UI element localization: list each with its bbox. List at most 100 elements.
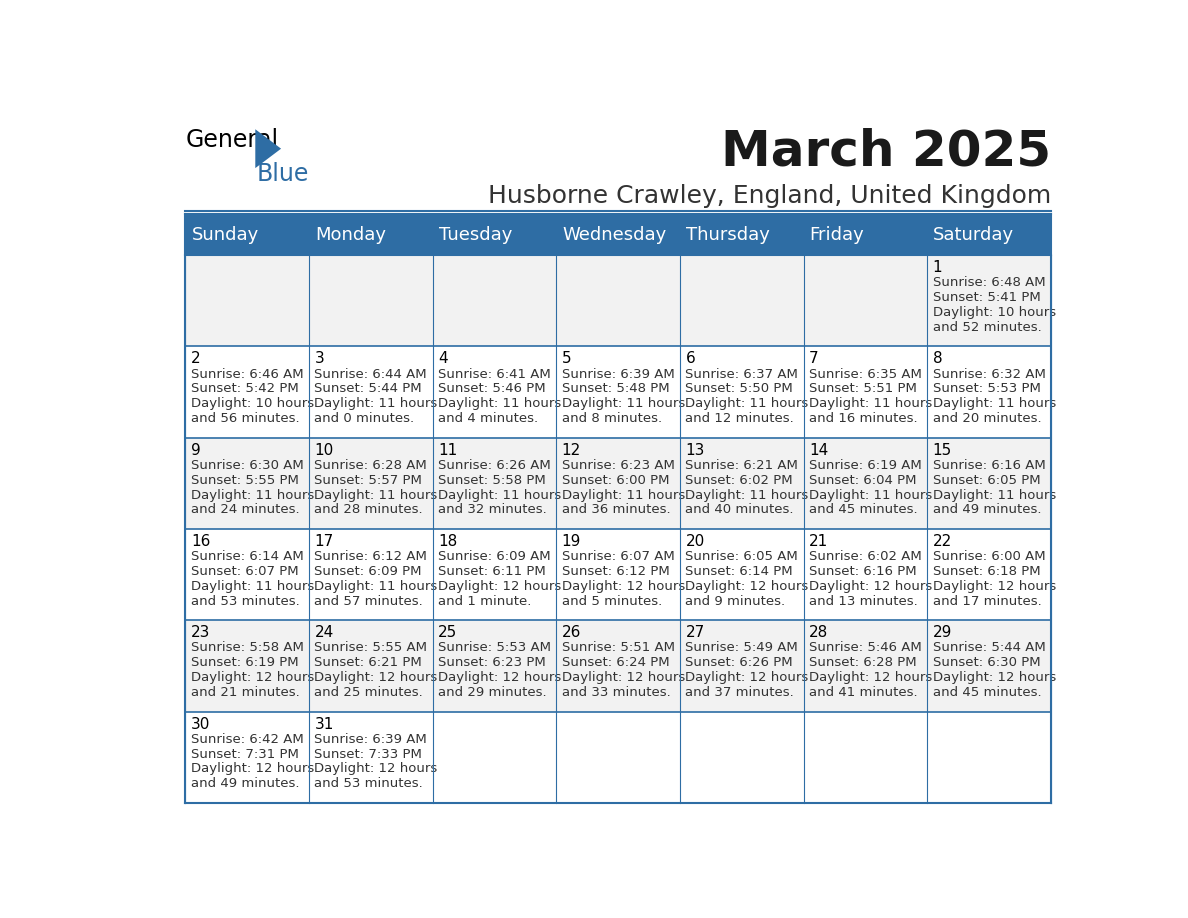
Text: and 40 minutes.: and 40 minutes. — [685, 503, 794, 517]
Text: 1: 1 — [933, 260, 942, 275]
FancyBboxPatch shape — [803, 438, 927, 529]
Text: Daylight: 12 hours: Daylight: 12 hours — [315, 671, 437, 684]
Text: 12: 12 — [562, 442, 581, 457]
Text: and 1 minute.: and 1 minute. — [438, 595, 531, 608]
FancyBboxPatch shape — [927, 621, 1051, 711]
Text: Sunset: 5:51 PM: Sunset: 5:51 PM — [809, 383, 917, 396]
Text: Sunrise: 6:02 AM: Sunrise: 6:02 AM — [809, 550, 922, 563]
Text: Sunrise: 6:37 AM: Sunrise: 6:37 AM — [685, 367, 798, 381]
Text: Sunset: 6:19 PM: Sunset: 6:19 PM — [191, 656, 298, 669]
Text: 10: 10 — [315, 442, 334, 457]
Text: Sunrise: 6:41 AM: Sunrise: 6:41 AM — [438, 367, 551, 381]
Text: Daylight: 11 hours: Daylight: 11 hours — [315, 488, 437, 501]
Text: Sunrise: 6:48 AM: Sunrise: 6:48 AM — [933, 276, 1045, 289]
Text: and 36 minutes.: and 36 minutes. — [562, 503, 670, 517]
FancyBboxPatch shape — [927, 711, 1051, 803]
Text: 27: 27 — [685, 625, 704, 640]
Text: Sunrise: 6:42 AM: Sunrise: 6:42 AM — [191, 733, 304, 745]
FancyBboxPatch shape — [680, 214, 803, 255]
FancyBboxPatch shape — [309, 214, 432, 255]
Text: Tuesday: Tuesday — [438, 226, 512, 243]
Text: Daylight: 12 hours: Daylight: 12 hours — [315, 763, 437, 776]
Text: Daylight: 12 hours: Daylight: 12 hours — [809, 671, 933, 684]
Text: Daylight: 11 hours: Daylight: 11 hours — [562, 397, 685, 410]
Text: March 2025: March 2025 — [721, 128, 1051, 176]
Text: Sunrise: 6:07 AM: Sunrise: 6:07 AM — [562, 550, 675, 563]
Text: Sunrise: 6:12 AM: Sunrise: 6:12 AM — [315, 550, 428, 563]
FancyBboxPatch shape — [556, 438, 680, 529]
Text: Daylight: 12 hours: Daylight: 12 hours — [191, 671, 314, 684]
Text: Sunset: 6:02 PM: Sunset: 6:02 PM — [685, 474, 794, 487]
Text: Sunrise: 6:46 AM: Sunrise: 6:46 AM — [191, 367, 303, 381]
Text: Husborne Crawley, England, United Kingdom: Husborne Crawley, England, United Kingdo… — [487, 185, 1051, 208]
Text: Sunrise: 6:30 AM: Sunrise: 6:30 AM — [191, 459, 304, 472]
FancyBboxPatch shape — [556, 214, 680, 255]
Text: Sunset: 6:05 PM: Sunset: 6:05 PM — [933, 474, 1041, 487]
FancyBboxPatch shape — [309, 438, 432, 529]
Text: 9: 9 — [191, 442, 201, 457]
FancyBboxPatch shape — [432, 255, 556, 346]
Text: Sunset: 5:48 PM: Sunset: 5:48 PM — [562, 383, 669, 396]
FancyBboxPatch shape — [927, 529, 1051, 621]
FancyBboxPatch shape — [556, 255, 680, 346]
Text: Daylight: 11 hours: Daylight: 11 hours — [438, 397, 562, 410]
Text: and 17 minutes.: and 17 minutes. — [933, 595, 1042, 608]
Text: and 21 minutes.: and 21 minutes. — [191, 686, 299, 699]
Text: 29: 29 — [933, 625, 952, 640]
FancyBboxPatch shape — [432, 438, 556, 529]
Text: Daylight: 12 hours: Daylight: 12 hours — [191, 763, 314, 776]
Text: 4: 4 — [438, 352, 448, 366]
FancyBboxPatch shape — [927, 346, 1051, 438]
Text: Daylight: 12 hours: Daylight: 12 hours — [562, 580, 685, 593]
Text: Sunrise: 6:14 AM: Sunrise: 6:14 AM — [191, 550, 304, 563]
Text: and 53 minutes.: and 53 minutes. — [315, 778, 423, 790]
Text: Sunrise: 5:55 AM: Sunrise: 5:55 AM — [315, 642, 428, 655]
Text: General: General — [185, 128, 278, 151]
FancyBboxPatch shape — [680, 346, 803, 438]
FancyBboxPatch shape — [309, 711, 432, 803]
Text: Sunset: 6:09 PM: Sunset: 6:09 PM — [315, 565, 422, 578]
Text: Sunrise: 5:44 AM: Sunrise: 5:44 AM — [933, 642, 1045, 655]
Text: Sunset: 6:04 PM: Sunset: 6:04 PM — [809, 474, 916, 487]
FancyBboxPatch shape — [185, 214, 309, 255]
FancyBboxPatch shape — [185, 711, 309, 803]
Text: 31: 31 — [315, 717, 334, 732]
FancyBboxPatch shape — [927, 255, 1051, 346]
FancyBboxPatch shape — [185, 529, 309, 621]
Text: Sunrise: 6:39 AM: Sunrise: 6:39 AM — [315, 733, 428, 745]
Polygon shape — [255, 129, 282, 168]
FancyBboxPatch shape — [309, 621, 432, 711]
Text: 16: 16 — [191, 534, 210, 549]
Text: and 49 minutes.: and 49 minutes. — [191, 778, 299, 790]
Text: Daylight: 10 hours: Daylight: 10 hours — [191, 397, 314, 410]
FancyBboxPatch shape — [185, 346, 309, 438]
Text: Sunset: 6:00 PM: Sunset: 6:00 PM — [562, 474, 669, 487]
Text: 25: 25 — [438, 625, 457, 640]
Text: Sunset: 6:12 PM: Sunset: 6:12 PM — [562, 565, 670, 578]
Text: and 8 minutes.: and 8 minutes. — [562, 412, 662, 425]
FancyBboxPatch shape — [680, 621, 803, 711]
FancyBboxPatch shape — [680, 255, 803, 346]
Text: and 28 minutes.: and 28 minutes. — [315, 503, 423, 517]
Text: and 57 minutes.: and 57 minutes. — [315, 595, 423, 608]
Text: Daylight: 11 hours: Daylight: 11 hours — [438, 488, 562, 501]
Text: and 13 minutes.: and 13 minutes. — [809, 595, 918, 608]
Text: 15: 15 — [933, 442, 952, 457]
Text: 14: 14 — [809, 442, 828, 457]
Text: and 49 minutes.: and 49 minutes. — [933, 503, 1041, 517]
Text: and 9 minutes.: and 9 minutes. — [685, 595, 785, 608]
Text: 6: 6 — [685, 352, 695, 366]
Text: Daylight: 11 hours: Daylight: 11 hours — [933, 397, 1056, 410]
FancyBboxPatch shape — [803, 621, 927, 711]
Text: 24: 24 — [315, 625, 334, 640]
Text: Daylight: 12 hours: Daylight: 12 hours — [438, 671, 562, 684]
Text: and 0 minutes.: and 0 minutes. — [315, 412, 415, 425]
Text: and 12 minutes.: and 12 minutes. — [685, 412, 794, 425]
FancyBboxPatch shape — [556, 346, 680, 438]
Text: Daylight: 12 hours: Daylight: 12 hours — [562, 671, 685, 684]
Text: and 32 minutes.: and 32 minutes. — [438, 503, 546, 517]
Text: 26: 26 — [562, 625, 581, 640]
Text: and 16 minutes.: and 16 minutes. — [809, 412, 917, 425]
Text: 3: 3 — [315, 352, 324, 366]
Text: and 41 minutes.: and 41 minutes. — [809, 686, 917, 699]
